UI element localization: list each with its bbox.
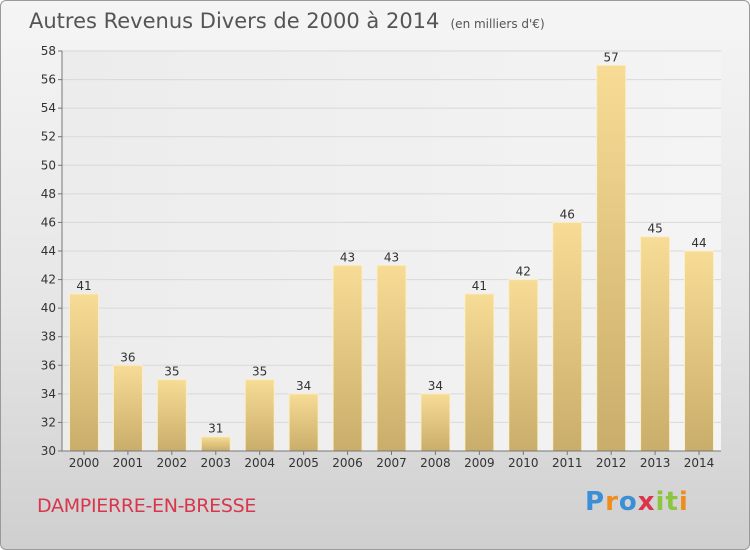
y-tick-label: 56 [41,73,56,87]
y-tick-label: 38 [41,330,56,344]
x-tick-label: 2002 [157,456,188,470]
data-label: 44 [691,236,706,250]
bar-2013 [640,236,671,452]
data-label: 34 [296,379,311,393]
y-tick-label: 40 [41,301,56,315]
y-tick-label: 50 [41,158,56,172]
value-labels: 41 36 35 31 35 34 43 43 34 41 42 46 57 45 44 [76,50,706,435]
bar-2001 [112,364,143,452]
x-tick-label: 2008 [420,456,451,470]
y-tick-labels: 30 32 34 36 38 40 42 44 46 48 50 52 54 56 58 [41,44,56,458]
bar-2003 [200,436,231,452]
bar-2005 [288,393,319,452]
x-tick-label: 2004 [244,456,275,470]
y-tick-label: 54 [41,101,56,115]
x-tick-label: 2014 [684,456,715,470]
x-tick-labels: 2000 2001 2002 2003 2004 2005 2006 2007 2008 2009… [69,451,715,470]
y-tick-label: 36 [41,358,56,372]
y-tick-label: 42 [41,273,56,287]
bar-2012 [596,64,627,452]
data-label: 36 [120,350,135,364]
y-tick-label: 30 [41,444,56,458]
bar-2014 [684,250,715,452]
bar-2010 [508,279,539,452]
bar-2004 [244,379,275,452]
y-tick-label: 32 [41,415,56,429]
data-label: 41 [472,279,487,293]
data-label: 35 [252,365,267,379]
y-tick-label: 44 [41,244,56,258]
proxiti-logo: Proxiti [585,487,689,517]
x-tick-label: 2010 [508,456,539,470]
data-label: 46 [560,207,575,221]
data-label: 42 [516,265,531,279]
x-tick-label: 2011 [552,456,583,470]
data-label: 57 [604,50,619,64]
x-tick-label: 2000 [69,456,100,470]
bar-2009 [464,293,495,452]
bars-group [68,64,715,452]
x-tick-label: 2012 [596,456,627,470]
bar-2002 [156,379,187,452]
commune-name: DAMPIERRE-EN-BRESSE [37,495,257,517]
data-label: 45 [647,222,662,236]
chart-title-block: Autres Revenus Divers de 2000 à 2014 (en… [29,9,545,33]
x-tick-label: 2005 [288,456,319,470]
x-tick-label: 2009 [464,456,495,470]
bar-2006 [332,264,363,452]
x-tick-label: 2003 [200,456,231,470]
y-tick-label: 48 [41,187,56,201]
y-tick-label: 52 [41,130,56,144]
y-tick-label: 34 [41,387,56,401]
data-label: 43 [384,250,399,264]
data-label: 41 [76,279,91,293]
chart-unit: (en milliers d'€) [450,17,545,31]
y-tick-label: 46 [41,215,56,229]
y-tick-label: 58 [41,44,56,58]
bar-2000 [68,293,99,452]
x-tick-label: 2001 [113,456,144,470]
x-tick-label: 2013 [640,456,671,470]
data-label: 34 [428,379,443,393]
data-label: 43 [340,250,355,264]
bar-2011 [552,221,583,452]
data-label: 31 [208,422,223,436]
data-label: 35 [164,365,179,379]
bar-2008 [420,393,451,452]
bar-2007 [376,264,407,452]
chart-title: Autres Revenus Divers de 2000 à 2014 [29,9,440,33]
x-tick-label: 2007 [376,456,407,470]
x-tick-label: 2006 [332,456,363,470]
